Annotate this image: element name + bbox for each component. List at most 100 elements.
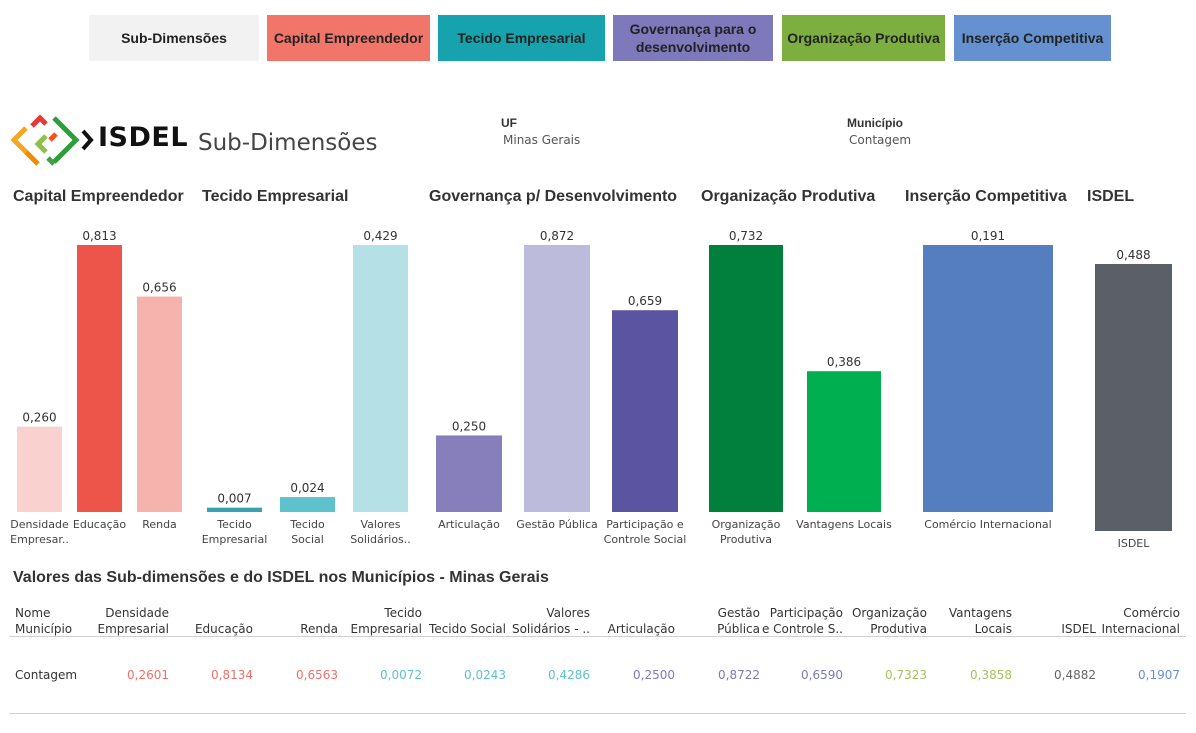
column-header-line-2: Empresarial [350, 622, 422, 636]
panel-title-organizacao-produtiva: Organização Produtiva [701, 188, 876, 205]
table-cell-value: 0,2601 [127, 668, 169, 682]
bar-tecido-social[interactable] [280, 497, 335, 512]
nav-button-tecido-empresarial[interactable]: Tecido Empresarial [438, 15, 605, 61]
category-label-comercio-internacional: Comércio Internacional [924, 518, 1051, 531]
table-cell-municipio: Contagem [15, 668, 78, 682]
column-header-line-1: Tecido [384, 606, 422, 620]
column-header[interactable]: Organização Produtiva [852, 605, 927, 637]
data-label-organizacao-produtiva: 0,732 [729, 229, 763, 243]
bar-densidade-empresar[interactable] [17, 426, 62, 512]
column-header[interactable]: Densidade Empresarial [97, 605, 169, 637]
column-header-line-2: Produtiva [870, 622, 927, 636]
bar-isdel[interactable] [1095, 264, 1172, 531]
column-header-line-2: Tecido Social [429, 622, 506, 636]
uf-filter-value[interactable]: Minas Gerais [503, 133, 581, 147]
sub-dimensions-bar-chart: 0,260 Densidade Empresar.. 0,813 Educação 0,6… [10, 229, 1172, 550]
category-label-renda: Renda [142, 518, 177, 531]
category-label-participacao-e-controle-social: Participação e Controle Social [604, 518, 687, 546]
column-header-line-2: Pública [717, 622, 760, 636]
table-bottom-divider [9, 713, 1186, 714]
column-header-line-1: Valores [546, 606, 590, 620]
column-header-line-2: Internacional [1101, 622, 1180, 636]
isdel-logo-icon [10, 114, 94, 166]
bar-articulacao[interactable] [436, 435, 502, 512]
data-label-participacao-e-controle-social: 0,659 [628, 294, 662, 308]
category-label-articulacao: Articulação [438, 518, 500, 531]
uf-filter-label: UF [501, 116, 517, 130]
data-label-valores-solidarios: 0,429 [363, 229, 397, 243]
column-header-line-1: Comércio [1123, 606, 1180, 620]
column-header[interactable]: Gestão Pública [717, 605, 760, 637]
column-header[interactable]: Articulação [608, 605, 675, 637]
column-header[interactable]: ISDEL [1061, 605, 1096, 637]
column-header-line-1: Vantagens [948, 606, 1012, 620]
bar-gestao-publica[interactable] [524, 245, 590, 512]
table-cell-value: 0,4882 [1054, 668, 1096, 682]
column-header-line-2: ISDEL [1061, 622, 1096, 636]
panel-title-isdel: ISDEL [1087, 188, 1135, 205]
bar-participacao-e-controle-social[interactable] [612, 310, 678, 512]
nav-button-sub-dimensoes[interactable]: Sub-Dimensões [89, 15, 259, 61]
bar-valores-solidarios[interactable] [353, 245, 408, 512]
column-header-line-1: Gestão [717, 606, 760, 620]
category-label-isdel: ISDEL [1118, 537, 1151, 550]
bar-renda[interactable] [137, 296, 182, 512]
logo-text: ISDEL [98, 122, 189, 153]
municipio-filter-value[interactable]: Contagem [849, 133, 912, 147]
bar-tecido-empresarial[interactable] [207, 507, 262, 512]
column-header[interactable]: Tecido Empresarial [350, 605, 422, 637]
data-label-tecido-empresarial: 0,007 [217, 492, 251, 506]
nav-button-capital-empreendedor[interactable]: Capital Empreendedor [267, 15, 430, 61]
table-header-divider [9, 636, 1186, 637]
table-title: Valores das Sub-dimensões e do ISDEL nos… [13, 569, 549, 586]
data-label-tecido-social: 0,024 [290, 481, 324, 495]
bar-educacao[interactable] [77, 245, 122, 512]
table-cell-value: 0,0072 [380, 668, 422, 682]
bar-organizacao-produtiva[interactable] [709, 245, 783, 512]
column-header-line-2: Articulação [607, 622, 675, 636]
column-header[interactable]: Participação e Controle S.. [762, 605, 843, 637]
isdel-logo [10, 114, 180, 166]
data-label-densidade-empresar: 0,260 [22, 411, 56, 425]
category-label-densidade-empresar: Densidade Empresar.. [10, 518, 69, 546]
column-header-line-2: Renda [300, 622, 338, 636]
bar-vantagens-locais[interactable] [807, 371, 881, 512]
column-header-line-2: Empresarial [97, 622, 169, 636]
column-header-line-2: Município [15, 622, 73, 636]
column-header-line-1: Nome [15, 606, 51, 620]
nav-button-governanca[interactable]: Governança para o desenvolvimento [613, 15, 773, 61]
table-cell-value: 0,3858 [970, 668, 1012, 682]
column-header[interactable]: Educação [195, 605, 253, 637]
column-header-line-1 [300, 605, 338, 621]
nav-button-organizacao-produtiva[interactable]: Organização Produtiva [782, 15, 945, 61]
panel-title-governanca: Governança p/ Desenvolvimento [429, 188, 678, 205]
bar-comercio-internacional[interactable] [923, 245, 1053, 512]
column-header[interactable]: Comércio Internacional [1102, 605, 1180, 637]
column-header-line-1 [608, 605, 675, 621]
table-cell-value: 0,2500 [633, 668, 675, 682]
table-cell-value: 0,4286 [548, 668, 590, 682]
column-header-line-1: Densidade [105, 606, 169, 620]
nav-button-insercao-competitiva[interactable]: Inserção Competitiva [954, 15, 1111, 61]
table-cell-value: 0,8134 [211, 668, 253, 682]
column-header-line-2: Educação [194, 622, 253, 636]
panel-title-tecido-empresarial: Tecido Empresarial [202, 188, 349, 205]
page-title: Sub-Dimensões [198, 130, 378, 156]
column-header[interactable]: Nome Município [15, 605, 72, 637]
column-header[interactable]: Vantagens Locais [949, 605, 1012, 637]
column-header-line-2: Solidários - .. [511, 622, 590, 636]
panel-title-capital-empreendedor: Capital Empreendedor [13, 188, 184, 205]
table-cell-value: 0,6563 [296, 668, 338, 682]
table-cell-value: 0,7323 [885, 668, 927, 682]
column-header-line-1 [195, 605, 253, 621]
data-label-isdel: 0,488 [1116, 248, 1150, 262]
category-label-vantagens-locais: Vantagens Locais [796, 518, 892, 531]
category-label-valores-solidarios: Valores Solidários.. [350, 518, 411, 546]
column-header[interactable]: Renda [300, 605, 338, 637]
data-label-educacao: 0,813 [82, 229, 116, 243]
column-header[interactable]: Tecido Social [429, 605, 506, 637]
column-header-line-2: Locais [974, 622, 1012, 636]
column-header[interactable]: Valores Solidários - .. [512, 605, 590, 637]
data-label-gestao-publica: 0,872 [540, 229, 574, 243]
category-label-organizacao-produtiva: Organização Produtiva [712, 518, 781, 546]
